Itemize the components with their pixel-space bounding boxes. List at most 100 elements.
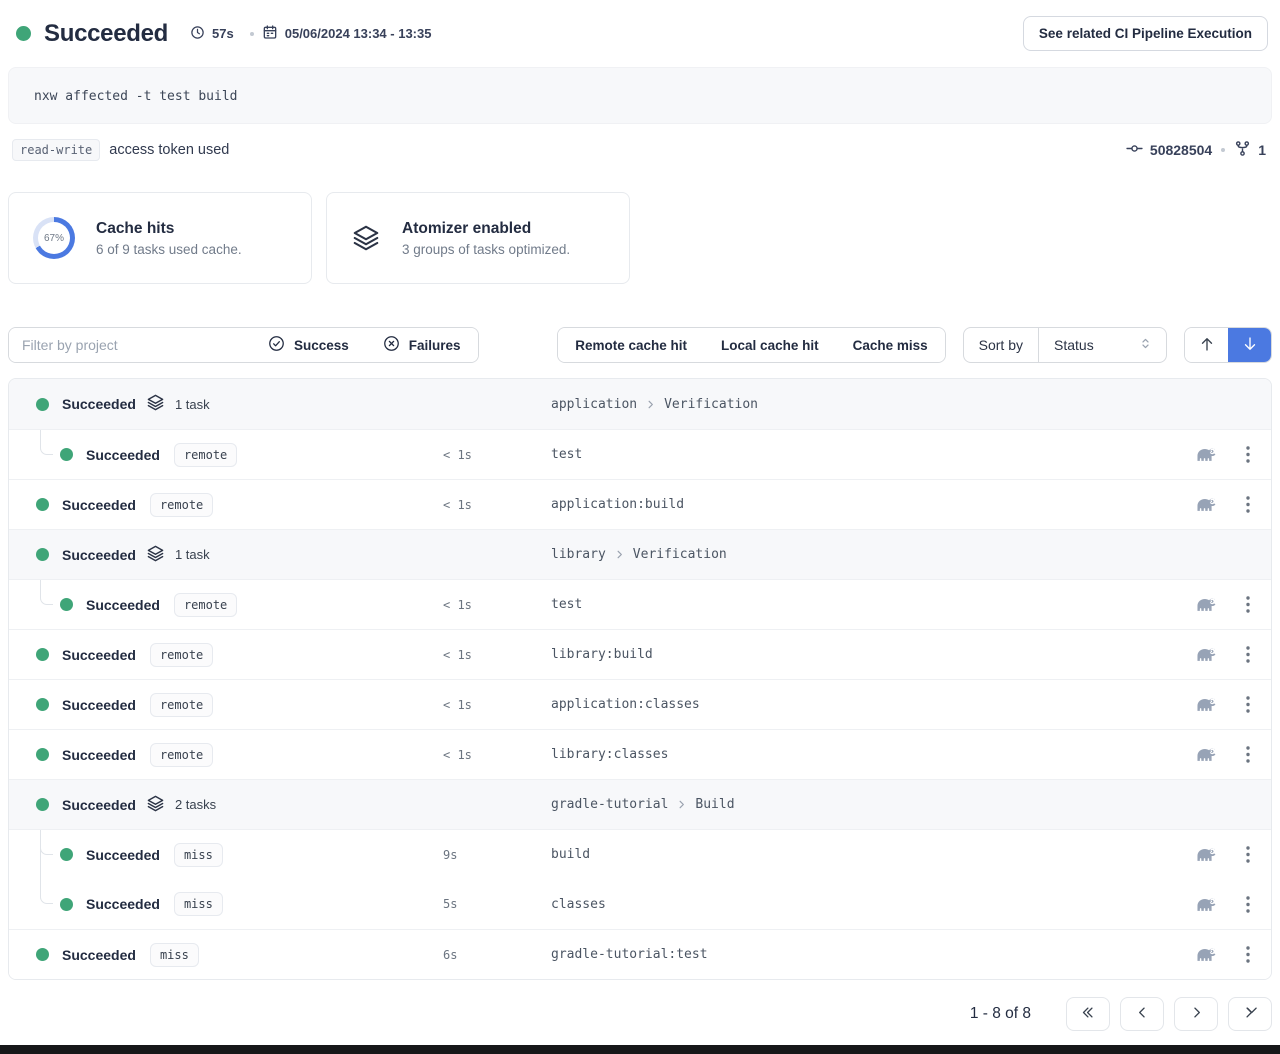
tree-connector-line	[40, 830, 41, 879]
chevron-right-icon	[648, 400, 654, 408]
row-status-label: Succeeded	[62, 946, 136, 963]
sort-group: Sort by Status	[962, 327, 1167, 363]
atomizer-card: Atomizer enabled 3 groups of tasks optim…	[326, 192, 630, 284]
task-row[interactable]: Succeeded remote < 1s application:build	[9, 479, 1271, 529]
task-count-label: 1 task	[174, 396, 210, 412]
layers-icon-wrap	[146, 544, 165, 566]
chevron-right-page-icon	[1193, 1007, 1200, 1018]
row-menu-button[interactable]	[1246, 946, 1250, 963]
gradle-elephant-icon	[1197, 498, 1216, 511]
row-status-label: Succeeded	[62, 696, 136, 713]
row-main-cell: Succeeded remote	[9, 430, 443, 479]
sort-descending-button[interactable]	[1228, 328, 1271, 362]
kebab-menu-icon	[1246, 746, 1250, 763]
cache-status-badge: remote	[149, 492, 214, 517]
row-menu-button[interactable]	[1246, 646, 1250, 663]
task-target: test	[551, 447, 583, 462]
task-row[interactable]: Succeeded remote < 1s library:build	[9, 629, 1271, 679]
row-status-dot	[36, 948, 49, 961]
row-menu-button[interactable]	[1246, 446, 1250, 463]
commit-hash[interactable]: 50828504	[1149, 142, 1213, 158]
task-group-row[interactable]: Succeeded 2 tasks gradle-tutorial Build	[9, 779, 1271, 829]
row-menu-button[interactable]	[1246, 596, 1250, 613]
filter-project-input[interactable]	[9, 328, 251, 362]
pagination: 1 - 8 of 8	[8, 997, 1272, 1031]
gradle-scan-button[interactable]	[1195, 646, 1217, 663]
row-menu-button[interactable]	[1246, 846, 1250, 863]
gradle-scan-button[interactable]	[1195, 946, 1217, 963]
filter-local-cache-hit-button[interactable]: Local cache hit	[704, 328, 836, 362]
target-group-name: Verification	[632, 547, 727, 562]
gradle-scan-button[interactable]	[1195, 746, 1217, 763]
gradle-scan-button[interactable]	[1195, 896, 1217, 913]
chevron-right-icon	[614, 549, 625, 560]
row-menu-button[interactable]	[1246, 696, 1250, 713]
cache-progress-value: 67%	[38, 222, 70, 254]
cache-status-badge: miss	[173, 892, 223, 916]
gradle-scan-button[interactable]	[1195, 596, 1217, 613]
row-status-dot	[36, 798, 49, 811]
kebab-menu-icon	[1246, 496, 1250, 513]
last-page-button[interactable]	[1228, 997, 1272, 1031]
task-duration: < 1s	[443, 447, 472, 462]
task-row[interactable]: Succeeded miss 6s gradle-tutorial:test	[9, 929, 1271, 979]
row-main-cell: Succeeded remote	[9, 680, 443, 729]
project-path: gradle-tutorial Build	[551, 797, 1173, 812]
task-row[interactable]: Succeeded miss 9s build	[9, 829, 1271, 879]
atomizer-subtitle: 3 groups of tasks optimized.	[402, 241, 571, 257]
row-main-cell: Succeeded 1 task	[9, 379, 443, 429]
row-status-dot	[36, 397, 49, 411]
task-row[interactable]: Succeeded remote < 1s test	[9, 579, 1271, 629]
filter-success-button[interactable]: Success	[251, 328, 366, 362]
run-date-range: 05/06/2024 13:34 - 13:35	[262, 24, 431, 43]
filter-success-label: Success	[294, 337, 349, 353]
first-page-button[interactable]	[1066, 997, 1110, 1031]
chevron-right-icon	[679, 800, 685, 809]
gradle-scan-button[interactable]	[1195, 496, 1217, 513]
cache-hits-subtitle: 6 of 9 tasks used cache.	[96, 241, 242, 257]
gradle-scan-button[interactable]	[1195, 846, 1217, 863]
filter-remote-cache-hit-button[interactable]: Remote cache hit	[558, 328, 705, 362]
related-ci-pipeline-button[interactable]: See related CI Pipeline Execution	[1022, 16, 1268, 51]
row-status-label: Succeeded	[62, 646, 136, 663]
row-menu-button[interactable]	[1246, 895, 1250, 913]
row-menu-button[interactable]	[1246, 746, 1250, 763]
kebab-menu-icon	[1246, 895, 1250, 913]
task-target: gradle-tutorial:test	[551, 947, 708, 962]
row-actions	[1173, 646, 1271, 663]
cache-status-badge: remote	[173, 442, 238, 467]
task-group-row[interactable]: Succeeded 1 task library Verification	[9, 529, 1271, 579]
token-text: access token used	[109, 142, 230, 158]
row-actions	[1173, 946, 1271, 963]
row-menu-button[interactable]	[1246, 496, 1250, 513]
sort-by-label: Sort by	[978, 337, 1023, 353]
filter-failures-button[interactable]: Failures	[365, 328, 478, 362]
row-status-label: Succeeded	[62, 396, 136, 412]
double-chevron-left-icon	[1082, 1007, 1093, 1018]
gradle-scan-button[interactable]	[1195, 446, 1217, 463]
cache-status-badge: remote	[149, 692, 214, 717]
gradle-scan-button[interactable]	[1195, 696, 1217, 713]
task-group-row[interactable]: Succeeded 1 task application Verification	[9, 379, 1271, 429]
gradle-elephant-icon	[1197, 648, 1216, 661]
chevron-right-icon	[617, 550, 622, 559]
task-row[interactable]: Succeeded remote < 1s test	[9, 429, 1271, 479]
task-row[interactable]: Succeeded miss 5s classes	[9, 879, 1271, 929]
row-status-dot	[36, 698, 49, 711]
branch-icon	[1236, 141, 1250, 156]
cache-status-badge: remote	[173, 592, 238, 617]
task-target: test	[551, 597, 583, 612]
row-main-cell: Succeeded remote	[9, 630, 443, 679]
prev-page-button[interactable]	[1120, 997, 1164, 1031]
filter-cache-miss-button[interactable]: Cache miss	[835, 328, 945, 362]
task-row[interactable]: Succeeded remote < 1s application:classes	[9, 679, 1271, 729]
filter-toolbar: Success Failures Remote cache hit Local …	[8, 327, 1272, 363]
row-main-cell: Succeeded remote	[9, 730, 443, 779]
cache-hits-card: 67% Cache hits 6 of 9 tasks used cache.	[8, 192, 312, 284]
cache-status-badge: remote	[149, 642, 214, 667]
atomizer-title: Atomizer enabled	[402, 219, 532, 237]
sort-select[interactable]: Status	[1038, 328, 1166, 362]
task-row[interactable]: Succeeded remote < 1s library:classes	[9, 729, 1271, 779]
sort-ascending-button[interactable]	[1185, 328, 1228, 362]
next-page-button[interactable]	[1174, 997, 1218, 1031]
